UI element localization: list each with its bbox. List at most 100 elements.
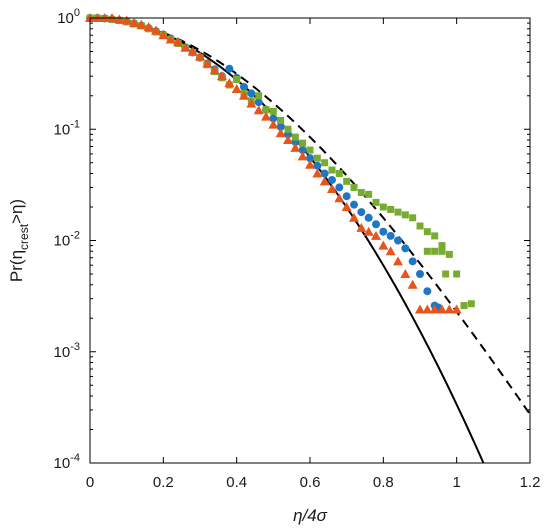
y-tick-label: 100 — [57, 7, 80, 27]
square-point — [423, 247, 431, 255]
circle-point — [313, 161, 322, 170]
y-axis-label-suffix: >η) — [7, 199, 26, 224]
square-point — [262, 106, 270, 114]
circle-point — [298, 146, 307, 155]
square-point — [277, 116, 285, 124]
circle-point — [416, 269, 424, 278]
y-tick-label-base: 10 — [54, 121, 71, 138]
triangle-point — [290, 142, 301, 152]
circle-point — [423, 287, 432, 296]
triangle-point — [444, 304, 455, 314]
y-axis-label-prefix: Pr(η — [7, 250, 26, 282]
square-point — [387, 205, 395, 213]
triangle-point — [158, 30, 169, 40]
triangle-point — [334, 193, 345, 203]
circle-point — [335, 183, 344, 192]
y-tick-label-exponent: -1 — [70, 118, 80, 130]
triangle-point — [407, 279, 418, 289]
square-point — [299, 139, 307, 147]
square-point — [409, 214, 417, 222]
triangle-point — [246, 98, 257, 108]
square-point — [350, 183, 358, 191]
circle-point — [364, 213, 373, 222]
square-point — [394, 208, 402, 216]
triangle-point — [187, 46, 198, 56]
square-point — [343, 177, 351, 185]
square-point — [284, 125, 292, 133]
x-tick-label: 0.2 — [153, 474, 174, 491]
y-tick-label-exponent: 0 — [74, 7, 80, 19]
x-tick-label: 0.6 — [300, 474, 321, 491]
triangle-point — [393, 256, 403, 266]
circle-point — [306, 154, 314, 163]
y-tick-label: 10-1 — [54, 118, 80, 138]
triangle-point — [180, 42, 191, 52]
circle-point — [240, 82, 248, 91]
triangle-point — [165, 34, 176, 44]
y-tick-label-exponent: -4 — [70, 452, 80, 464]
circle-point — [225, 64, 234, 73]
square-point — [233, 76, 241, 84]
triangle-point — [129, 18, 139, 28]
triangle-point — [253, 105, 264, 115]
triangle-point — [327, 184, 337, 194]
square-point — [357, 189, 365, 197]
triangle-point — [217, 71, 227, 81]
triangle-series — [85, 13, 462, 314]
triangle-point — [268, 119, 279, 129]
circle-point — [320, 169, 329, 178]
triangle-point — [319, 176, 330, 186]
triangle-point — [451, 304, 462, 314]
circle-point — [372, 220, 380, 229]
triangle-point — [224, 78, 235, 88]
triangle-point — [363, 226, 374, 236]
circle-point — [350, 200, 358, 209]
circle-point — [401, 244, 410, 253]
x-tick-label: 0 — [86, 474, 94, 491]
square-point — [365, 190, 373, 198]
y-axis-label-subscript: crest — [17, 223, 31, 250]
triangle-point — [297, 151, 308, 161]
triangle-point — [195, 51, 205, 61]
y-tick-label: 10-4 — [54, 452, 80, 472]
circle-point — [357, 208, 366, 217]
triangle-point — [437, 304, 447, 314]
x-tick-label: 1.2 — [520, 474, 541, 491]
triangle-point — [378, 240, 389, 250]
square-point — [423, 228, 431, 236]
y-tick-label-base: 10 — [54, 233, 71, 250]
triangle-point — [202, 58, 213, 68]
x-tick-label: 0.4 — [226, 474, 247, 491]
triangle-point — [114, 14, 125, 24]
circle-point — [276, 122, 285, 131]
triangle-point — [209, 65, 220, 75]
square-point — [431, 232, 439, 240]
data-points — [85, 13, 475, 314]
y-tick-label: 10-3 — [54, 341, 80, 361]
triangle-point — [275, 128, 286, 138]
y-tick-label-base: 10 — [57, 10, 74, 27]
y-tick-label-base: 10 — [54, 344, 71, 361]
triangle-point — [231, 84, 242, 94]
y-axis-label: Pr(ηcrest>η) — [7, 199, 31, 282]
square-point — [438, 242, 446, 250]
triangle-point — [143, 22, 154, 32]
triangle-point — [385, 246, 396, 256]
square-point — [269, 107, 277, 115]
square-point — [306, 146, 314, 154]
square-point — [438, 247, 446, 255]
circle-point — [379, 227, 388, 236]
circle-point — [394, 236, 402, 245]
square-point — [453, 270, 461, 278]
circle-point — [342, 192, 351, 201]
triangle-point — [136, 19, 147, 29]
triangle-point — [261, 111, 271, 121]
square-point — [313, 154, 321, 162]
x-tick-label: 1 — [452, 474, 460, 491]
circle-point — [328, 175, 336, 184]
triangle-point — [341, 202, 352, 212]
triangle-point — [415, 304, 425, 314]
triangle-point — [349, 212, 359, 222]
